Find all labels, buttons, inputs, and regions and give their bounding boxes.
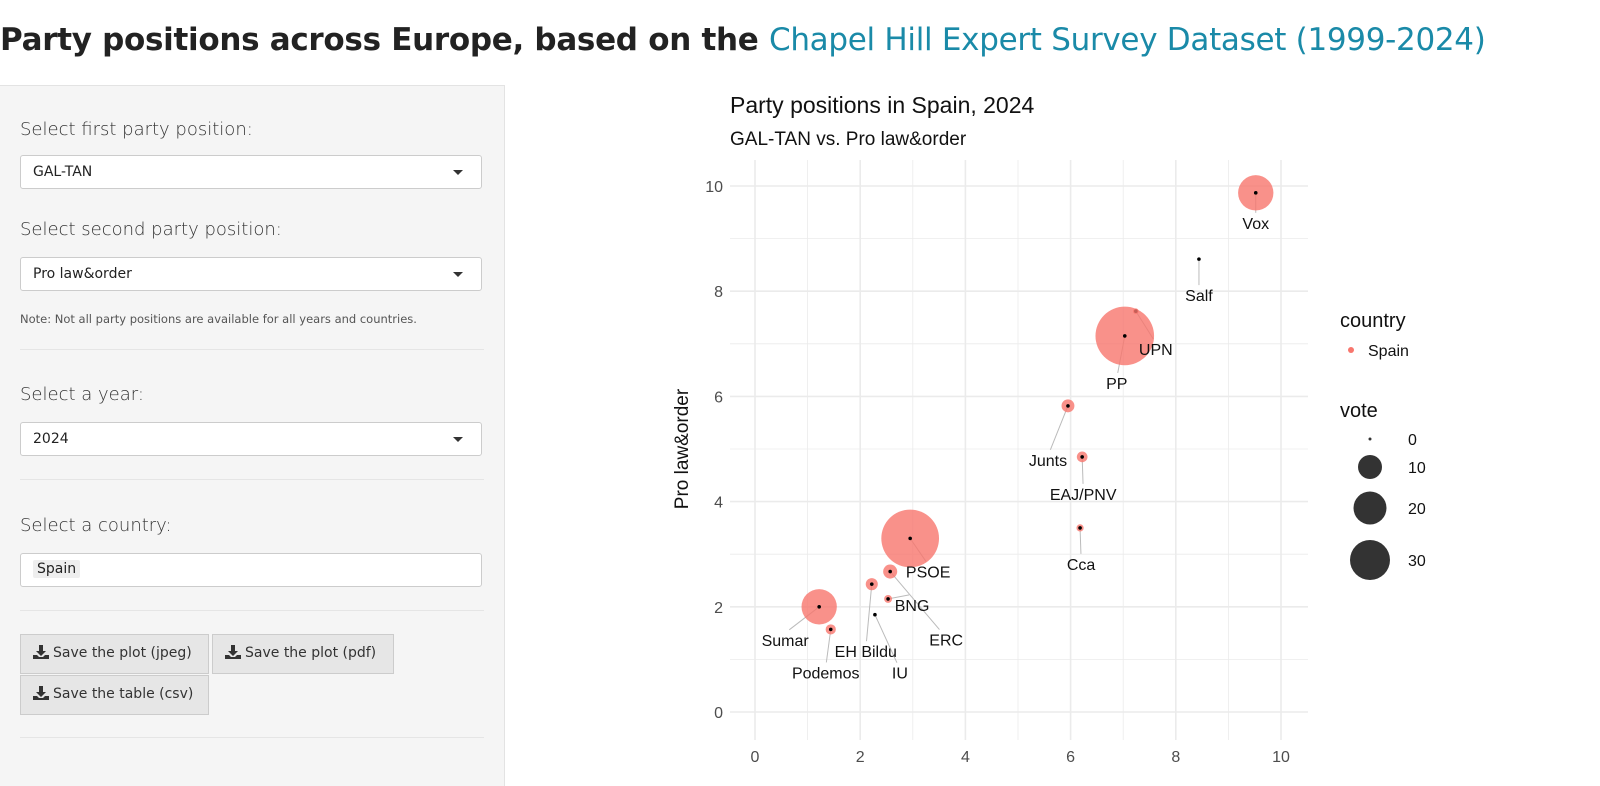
button-label: Save the plot (pdf) — [245, 645, 377, 661]
page-title: Party positions across Europe, based on … — [0, 22, 1486, 58]
legend-size-entry: 0 — [1408, 432, 1417, 449]
legend-size-key — [1353, 491, 1387, 525]
data-point-center — [1078, 526, 1082, 530]
caret-down-icon — [453, 170, 463, 175]
first-position-value: GAL-TAN — [33, 164, 93, 180]
data-point-center — [817, 605, 821, 609]
data-point-label: Podemos — [792, 665, 860, 682]
legend-size-entry: 10 — [1408, 460, 1426, 477]
first-position-select[interactable]: GAL-TAN — [20, 155, 482, 189]
data-point-center — [828, 627, 833, 632]
y-tick-label: 0 — [714, 705, 723, 722]
label-leader-line — [825, 629, 832, 663]
y-tick-label: 10 — [705, 179, 723, 196]
data-point-center — [1066, 404, 1070, 408]
data-point-label: IU — [892, 666, 908, 683]
country-label: Select a country: — [20, 515, 172, 536]
legend-color-key — [1348, 347, 1354, 353]
legend-size-entry: 20 — [1408, 501, 1426, 518]
divider — [20, 349, 484, 350]
x-tick-label: 8 — [1171, 749, 1180, 766]
chart-title: Party positions in Spain, 2024 — [730, 92, 1035, 118]
label-leader-line — [874, 614, 898, 663]
data-point-label: Sumar — [762, 633, 810, 650]
year-label: Select a year: — [20, 384, 144, 405]
chart-subtitle: GAL-TAN vs. Pro law&order — [730, 129, 967, 150]
x-tick-label: 4 — [961, 749, 970, 766]
button-label: Save the table (csv) — [53, 686, 194, 702]
second-position-value: Pro law&order — [33, 266, 132, 282]
note-text: Note: Not all party positions are availa… — [20, 312, 417, 326]
first-position-label: Select first party position: — [20, 119, 253, 140]
divider — [20, 610, 484, 611]
legend-size-entry: 30 — [1408, 553, 1426, 570]
country-select[interactable]: Spain — [20, 553, 482, 587]
divider — [20, 479, 484, 480]
label-leader-line — [865, 584, 873, 642]
y-tick-label: 8 — [714, 284, 723, 301]
data-point-label: PP — [1106, 376, 1127, 393]
data-point-label: UPN — [1139, 342, 1173, 359]
data-point-center — [1080, 455, 1084, 459]
data-point-center — [886, 597, 890, 601]
data-point-label: Cca — [1067, 557, 1096, 574]
label-leader-line — [889, 571, 940, 630]
download-icon — [33, 686, 49, 700]
label-leader-line — [1049, 405, 1069, 451]
second-position-label: Select second party position: — [20, 219, 282, 240]
data-point-label: PSOE — [906, 564, 950, 581]
legend-color-entry: Spain — [1368, 343, 1409, 360]
caret-down-icon — [453, 437, 463, 442]
data-point-label: EH Bildu — [835, 644, 897, 661]
save-plot-pdf-button[interactable]: Save the plot (pdf) — [212, 634, 394, 674]
dataset-link[interactable]: Chapel Hill Expert Survey Dataset (1999-… — [768, 22, 1486, 58]
data-point-center — [888, 569, 892, 574]
legend-color-title: country — [1340, 310, 1406, 332]
x-tick-label: 10 — [1272, 749, 1290, 766]
save-plot-jpeg-button[interactable]: Save the plot (jpeg) — [20, 634, 209, 674]
sidebar: Select first party position: GAL-TAN Sel… — [0, 85, 505, 786]
data-point-label: EAJ/PNV — [1050, 487, 1117, 504]
button-label: Save the plot (jpeg) — [53, 645, 192, 661]
year-select[interactable]: 2024 — [20, 422, 482, 456]
y-tick-label: 2 — [714, 600, 723, 617]
legend-size-key — [1350, 540, 1390, 580]
legend-size-key — [1368, 437, 1372, 441]
data-point-label: ERC — [929, 633, 963, 650]
y-tick-label: 6 — [714, 389, 723, 406]
legend-size-title: vote — [1340, 400, 1378, 422]
data-point-center — [1253, 191, 1258, 195]
year-value: 2024 — [33, 431, 69, 447]
download-icon — [33, 645, 49, 659]
data-point-center — [869, 582, 874, 586]
label-leader-line — [1079, 527, 1082, 554]
y-tick-label: 4 — [714, 495, 723, 512]
legend-size-key — [1358, 455, 1382, 479]
data-point-label: Junts — [1029, 453, 1067, 470]
x-tick-label: 2 — [856, 749, 865, 766]
x-tick-label: 0 — [751, 749, 760, 766]
data-point-label: Vox — [1242, 216, 1269, 233]
download-icon — [225, 645, 241, 659]
data-point-label: BNG — [895, 598, 930, 615]
data-point-center — [873, 612, 877, 617]
second-position-select[interactable]: Pro law&order — [20, 257, 482, 291]
data-point-center — [1122, 334, 1127, 338]
data-point-center — [1197, 257, 1201, 261]
caret-down-icon — [453, 272, 463, 277]
y-axis-label: Pro law&order — [672, 388, 693, 509]
data-point-center — [908, 536, 912, 541]
divider — [20, 737, 484, 738]
country-tag[interactable]: Spain — [33, 560, 81, 578]
data-point-label: Salf — [1185, 288, 1213, 305]
x-tick-label: 6 — [1066, 749, 1075, 766]
save-table-csv-button[interactable]: Save the table (csv) — [20, 675, 209, 715]
